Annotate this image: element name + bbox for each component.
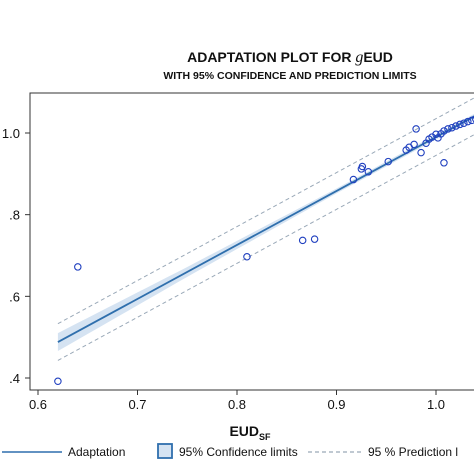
data-point bbox=[410, 140, 418, 149]
legend-label-prediction: 95 % Prediction l bbox=[368, 445, 458, 459]
x-axis-label: EUDSF bbox=[229, 423, 271, 442]
x-tick-label: 0.8 bbox=[228, 397, 246, 412]
y-tick-label: 1.0 bbox=[2, 126, 20, 141]
legend-label-confidence: 95% Confidence limits bbox=[179, 445, 298, 459]
data-point bbox=[440, 159, 448, 167]
data-point bbox=[456, 120, 464, 129]
data-point bbox=[440, 127, 448, 135]
data-point bbox=[472, 115, 474, 123]
x-tick-label: 1.0 bbox=[427, 397, 445, 412]
data-point bbox=[54, 377, 62, 386]
prediction-lower-line bbox=[57, 134, 474, 361]
y-tick-label: .8 bbox=[9, 208, 20, 223]
legend-box-swatch bbox=[157, 443, 173, 459]
data-point bbox=[452, 122, 460, 130]
prediction-upper-line bbox=[57, 97, 474, 325]
data-point bbox=[358, 162, 367, 171]
legend: Adaptation 95% Confidence limits 95 % Pr… bbox=[2, 443, 458, 459]
data-point bbox=[243, 252, 251, 261]
chart-title: ADAPTATION PLOT FOR gEUD bbox=[187, 49, 393, 66]
data-point bbox=[384, 157, 392, 166]
x-tick-label: 0.6 bbox=[29, 397, 47, 412]
data-point bbox=[417, 148, 425, 157]
data-point bbox=[464, 117, 472, 126]
plot-area bbox=[29, 92, 474, 391]
points-group bbox=[54, 115, 474, 386]
legend-label-adaptation: Adaptation bbox=[68, 445, 125, 459]
x-axis: 0.6 0.7 0.8 0.9 1.0 bbox=[29, 390, 445, 412]
data-point bbox=[298, 236, 307, 245]
y-tick-label: .6 bbox=[9, 289, 20, 304]
data-point bbox=[448, 123, 456, 132]
x-tick-label: 0.7 bbox=[128, 397, 146, 412]
y-tick-label: .4 bbox=[9, 371, 20, 386]
y-axis: .4 .6 .8 1.0 bbox=[2, 126, 30, 386]
data-point bbox=[444, 125, 452, 133]
data-point bbox=[364, 168, 373, 176]
data-point bbox=[349, 175, 358, 184]
data-point bbox=[74, 263, 82, 271]
data-point bbox=[412, 125, 420, 133]
data-point bbox=[460, 119, 468, 127]
data-point bbox=[310, 235, 319, 243]
x-tick-label: 0.9 bbox=[327, 397, 345, 412]
data-point bbox=[468, 116, 474, 125]
chart-subtitle: WITH 95% CONFIDENCE AND PREDICTION LIMIT… bbox=[163, 70, 416, 82]
data-point bbox=[432, 130, 440, 138]
plot-frame bbox=[29, 92, 474, 391]
